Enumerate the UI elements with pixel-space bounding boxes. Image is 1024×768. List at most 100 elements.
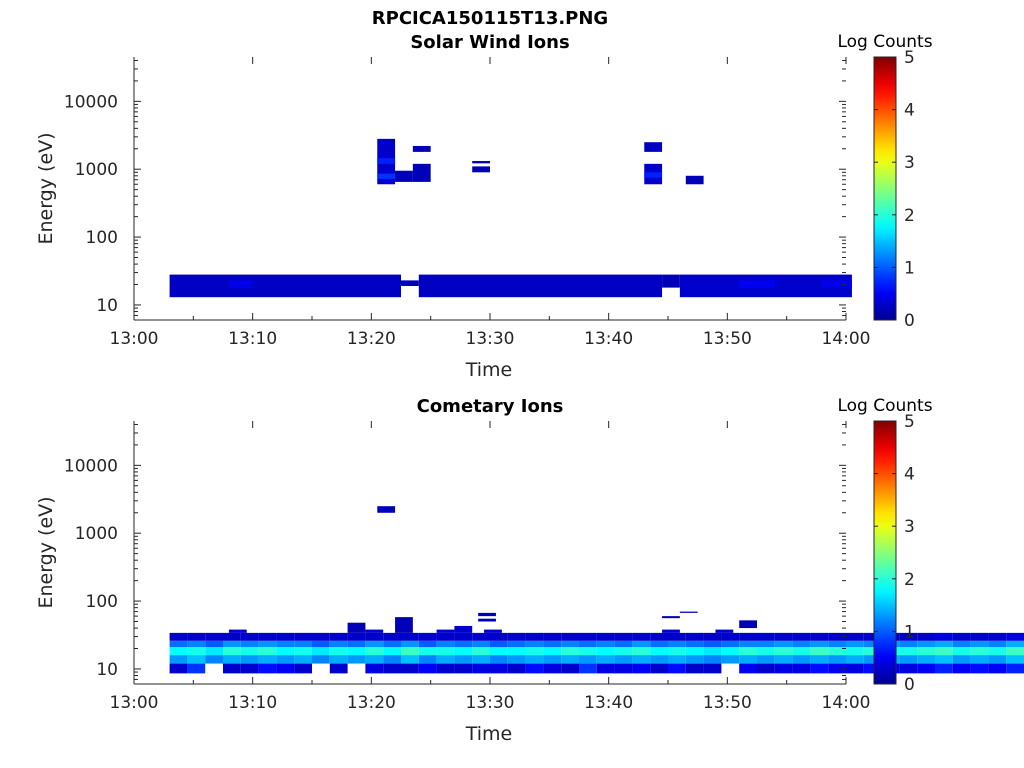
heatmap-cell <box>454 632 473 641</box>
heatmap-cell <box>312 632 330 641</box>
heatmap-cell <box>792 640 811 648</box>
heatmap-cell <box>685 640 704 648</box>
heatmap-cell <box>774 632 793 641</box>
heatmap-cell <box>596 647 615 656</box>
heatmap-cell <box>739 640 757 648</box>
heatmap-cell <box>828 640 846 648</box>
x-tick-label: 14:00 <box>822 329 871 349</box>
heatmap-cell <box>614 663 633 674</box>
heatmap-cell <box>685 175 704 185</box>
heatmap-cell <box>774 655 793 664</box>
heatmap-cell <box>454 655 473 664</box>
heatmap-cell <box>258 640 277 648</box>
heatmap-cell <box>561 655 579 664</box>
heatmap-cell <box>169 655 188 664</box>
heatmap-cell <box>383 655 401 664</box>
heatmap-cell <box>507 640 526 648</box>
heatmap-cell <box>454 663 473 674</box>
heatmap-cell <box>810 632 829 641</box>
heatmap-cell <box>240 632 259 641</box>
x-axis-label: Time <box>465 723 513 745</box>
heatmap-cell <box>329 663 348 674</box>
heatmap-cell <box>792 663 811 674</box>
heatmap-cell <box>347 647 366 656</box>
heatmap-cell <box>507 663 526 674</box>
colorbar-tick-label: 0 <box>904 675 915 695</box>
heatmap-cell <box>774 663 793 674</box>
heatmap-cell <box>650 655 668 664</box>
heatmap-cell <box>596 632 615 641</box>
y-tick-label: 100 <box>86 228 118 248</box>
heatmap-cell <box>721 655 740 664</box>
x-axis-label: Time <box>465 359 513 381</box>
heatmap-cell <box>810 655 829 664</box>
heatmap-cell <box>632 647 651 656</box>
heatmap-cell <box>970 663 989 674</box>
figure-title: RPCICA150115T13.PNG <box>372 8 608 29</box>
colorbar-label: Log Counts <box>837 396 932 416</box>
heatmap-cell <box>828 663 846 674</box>
heatmap-cell <box>644 172 663 178</box>
heatmap-cell <box>543 647 562 656</box>
heatmap-cell <box>436 629 455 633</box>
heatmap-cell <box>757 647 775 656</box>
heatmap-cell <box>662 629 680 633</box>
colorbar-tick-label: 2 <box>904 206 915 226</box>
heatmap-cell <box>721 640 740 648</box>
heatmap-cell <box>418 663 437 674</box>
heatmap-cell <box>810 647 829 656</box>
heatmap-cell <box>187 655 206 664</box>
heatmap-cell <box>579 655 597 664</box>
heatmap-cell <box>579 632 597 641</box>
heatmap-cell <box>810 663 829 674</box>
heatmap-cell <box>774 647 793 656</box>
heatmap-cell <box>383 647 401 656</box>
heatmap-cell <box>240 647 259 656</box>
heatmap-cell <box>917 640 935 648</box>
heatmap-cell <box>418 632 437 641</box>
heatmap-cell <box>917 632 935 641</box>
heatmap-cell <box>792 647 811 656</box>
heatmap-cell <box>952 663 971 674</box>
heatmap-cell <box>1006 655 1024 664</box>
heatmap-cell <box>223 632 241 641</box>
heatmap-cell <box>917 655 935 664</box>
heatmap-cell <box>228 280 253 288</box>
heatmap-cell <box>774 640 793 648</box>
x-tick-label: 14:00 <box>822 693 871 713</box>
heatmap-cell <box>347 632 366 641</box>
heatmap-cell <box>988 640 1007 648</box>
heatmap-cell <box>478 612 496 617</box>
x-tick-label: 13:00 <box>110 329 159 349</box>
heatmap-cell <box>383 640 401 648</box>
heatmap-cell <box>685 655 704 664</box>
heatmap-cell <box>988 647 1007 656</box>
heatmap-cell <box>685 632 704 641</box>
heatmap-cell <box>294 632 312 641</box>
heatmap-cell <box>1006 632 1024 641</box>
heatmap-cell <box>899 647 918 656</box>
heatmap-cell <box>401 632 419 641</box>
colorbar <box>873 56 897 321</box>
heatmap-cell <box>365 632 384 641</box>
heatmap-cell <box>294 647 312 656</box>
heatmap-cell <box>917 663 935 674</box>
heatmap-cell <box>863 632 882 641</box>
heatmap-cell <box>169 647 188 656</box>
heatmap-cell <box>169 632 188 641</box>
heatmap-cell <box>685 663 704 674</box>
heatmap-cell <box>418 274 663 298</box>
heatmap-cell <box>223 647 241 656</box>
colorbar-tick-label: 4 <box>904 465 915 485</box>
heatmap-cell <box>739 655 757 664</box>
heatmap-cell <box>365 655 384 664</box>
colorbar-tick-label: 3 <box>904 517 915 537</box>
x-tick-label: 13:30 <box>466 693 515 713</box>
y-tick-label: 10000 <box>64 92 118 112</box>
heatmap-cell <box>757 632 775 641</box>
heatmap-cell <box>418 647 437 656</box>
heatmap-cell <box>478 618 496 622</box>
x-tick-label: 13:00 <box>110 693 159 713</box>
heatmap-cell <box>377 158 396 164</box>
heatmap-cell <box>276 632 295 641</box>
